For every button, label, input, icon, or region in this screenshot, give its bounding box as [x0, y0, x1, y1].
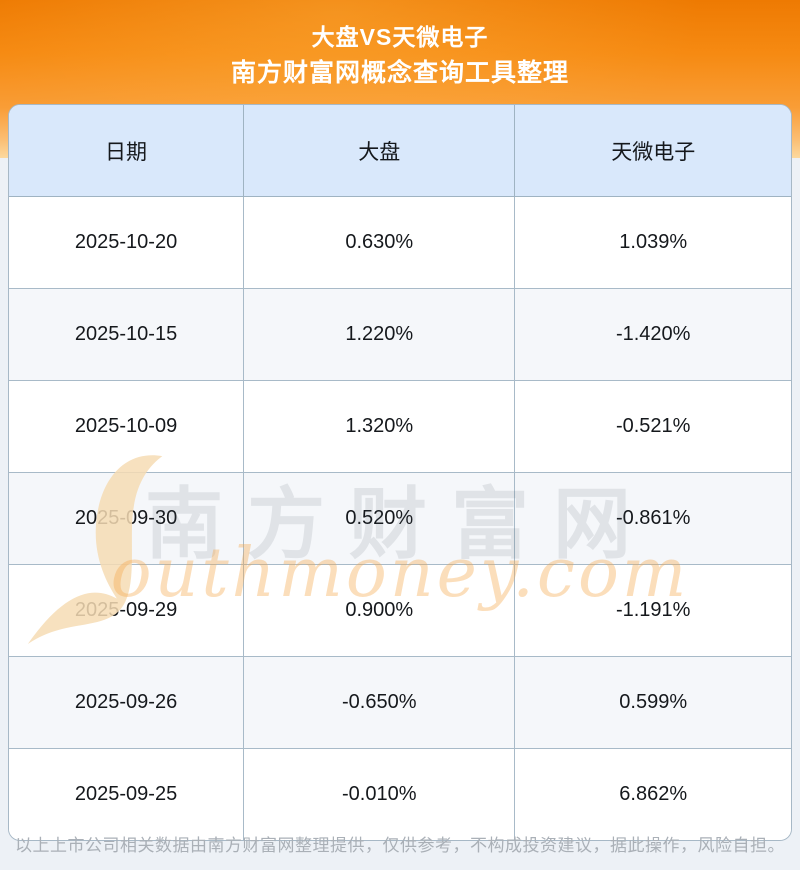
- comparison-table: 日期 大盘 天微电子 2025-10-20 0.630% 1.039% 2025-10…: [9, 105, 791, 840]
- table-row: 2025-10-15 1.220% -1.420%: [9, 288, 791, 381]
- date-cell: 2025-09-29: [9, 564, 245, 657]
- hero-titles: 大盘VS天微电子 南方财富网概念查询工具整理: [0, 0, 800, 88]
- date-cell: 2025-09-30: [9, 472, 245, 565]
- table-row: 2025-10-09 1.320% -0.521%: [9, 380, 791, 473]
- column-header-date: 日期: [9, 105, 245, 197]
- page-subtitle: 南方财富网概念查询工具整理: [230, 59, 569, 87]
- market-change-cell: 0.630%: [243, 196, 516, 289]
- stock-change-cell: 1.039%: [514, 196, 791, 289]
- page-title: 大盘VS天微电子: [311, 24, 489, 50]
- footer-disclaimer: 以上上市公司相关数据由南方财富网整理提供，仅供参考，不构成投资建议，据此操作，风…: [15, 836, 785, 855]
- date-cell: 2025-10-20: [9, 196, 245, 289]
- column-header-stock: 天微电子: [514, 105, 791, 197]
- stock-change-cell: -0.521%: [514, 380, 791, 473]
- stock-change-cell: 0.599%: [514, 656, 791, 749]
- table-row: 2025-09-26 -0.650% 0.599%: [9, 656, 791, 749]
- market-change-cell: 1.220%: [243, 288, 516, 381]
- date-cell: 2025-09-26: [9, 656, 245, 749]
- table-header-row: 日期 大盘 天微电子: [9, 105, 791, 197]
- date-cell: 2025-10-15: [9, 288, 245, 381]
- stock-change-cell: -0.861%: [514, 472, 791, 565]
- stock-change-cell: -1.191%: [514, 564, 791, 657]
- stock-change-cell: -1.420%: [514, 288, 791, 381]
- table-row: 2025-09-30 0.520% -0.861%: [9, 472, 791, 565]
- comparison-table-container: 日期 大盘 天微电子 2025-10-20 0.630% 1.039% 2025-10…: [8, 104, 792, 841]
- date-cell: 2025-09-25: [9, 748, 245, 840]
- table-body: 2025-10-20 0.630% 1.039% 2025-10-15 1.220% -1…: [9, 196, 791, 840]
- table-row: 2025-09-25 -0.010% 6.862%: [9, 748, 791, 840]
- table-row: 2025-09-29 0.900% -1.191%: [9, 564, 791, 657]
- stock-change-cell: 6.862%: [514, 748, 791, 840]
- date-cell: 2025-10-09: [9, 380, 245, 473]
- column-header-market: 大盘: [243, 105, 516, 197]
- market-change-cell: 1.320%: [243, 380, 516, 473]
- table-row: 2025-10-20 0.630% 1.039%: [9, 196, 791, 289]
- market-change-cell: 0.900%: [243, 564, 516, 657]
- market-change-cell: -0.010%: [243, 748, 516, 840]
- market-change-cell: -0.650%: [243, 656, 516, 749]
- market-change-cell: 0.520%: [243, 472, 516, 565]
